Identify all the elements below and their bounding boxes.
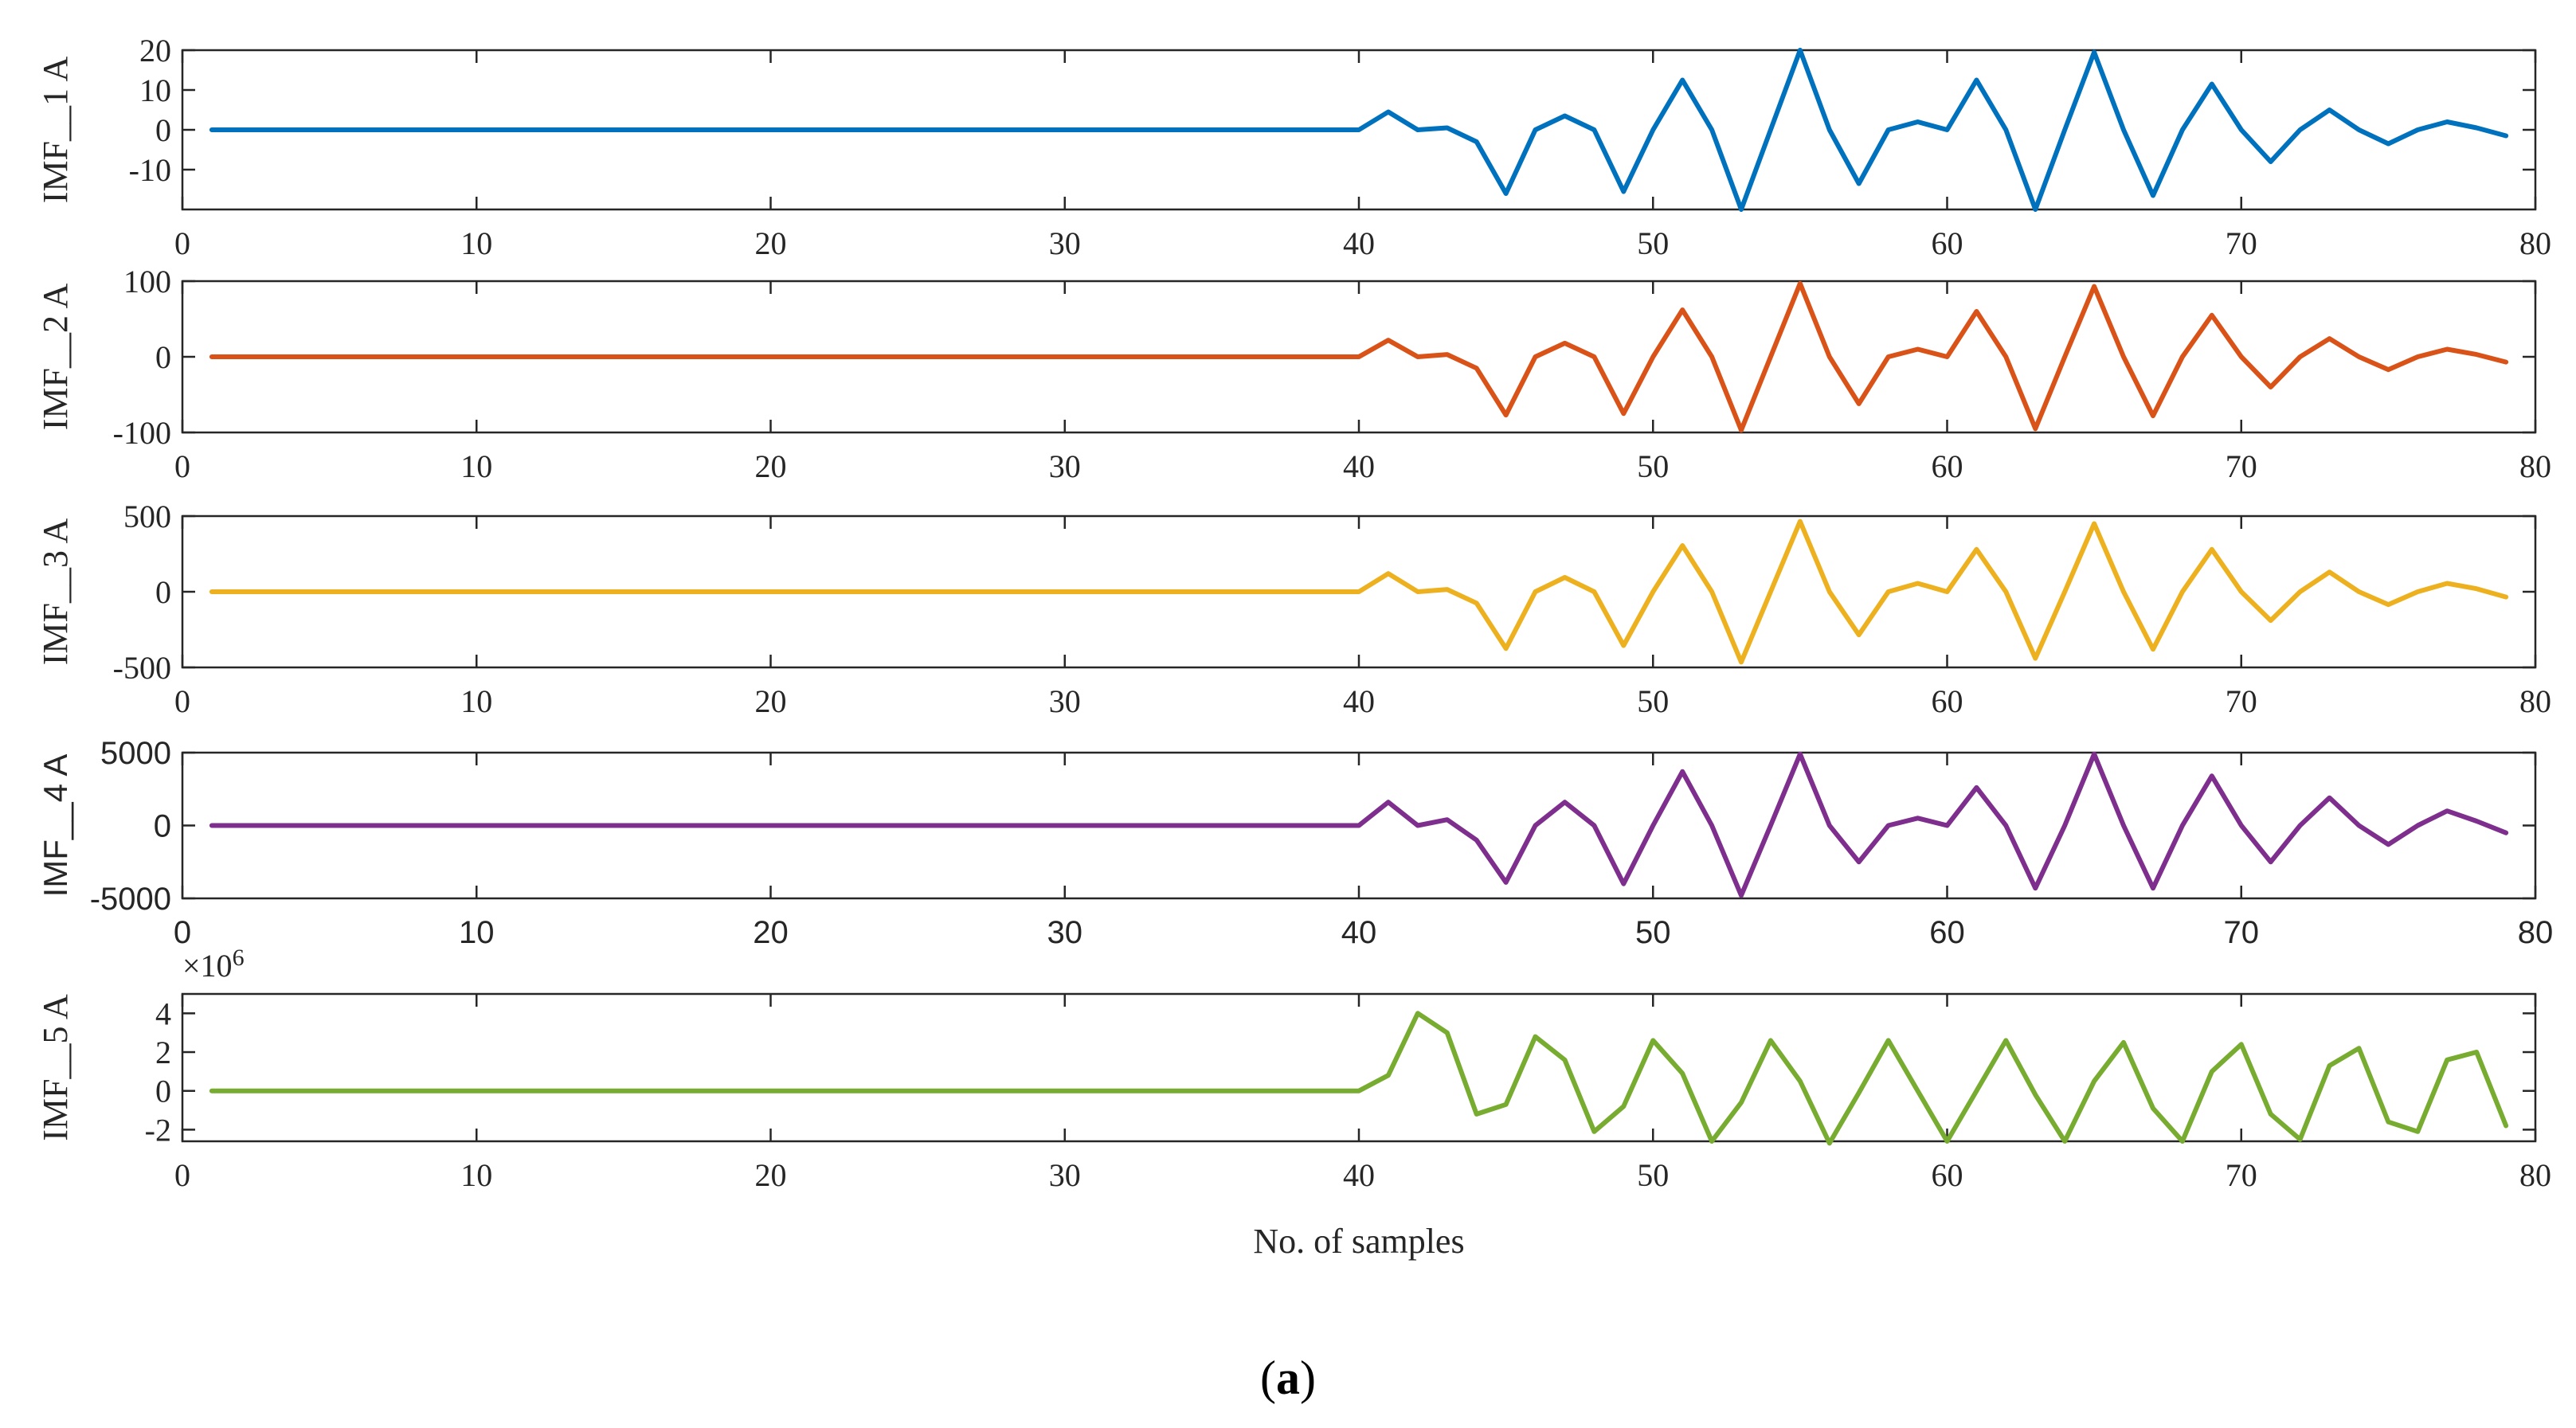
x-tick-label: 70 <box>2226 683 2257 719</box>
caption-letter: a <box>1276 1352 1300 1404</box>
x-tick-label: 60 <box>1932 225 1963 261</box>
x-tick-label: 40 <box>1343 683 1375 719</box>
x-tick-label: 50 <box>1635 915 1671 950</box>
subplot-1: 0 10 20 30 40 50 60 70 80 -10 0 10 20 IMF__1 A <box>36 33 2551 261</box>
y-tick-label: 0 <box>155 112 171 148</box>
x-tick-label: 70 <box>2226 448 2257 484</box>
y-tick-label: 500 <box>123 499 171 534</box>
y-axis-label: IMF__1 A <box>36 56 75 203</box>
y-tick-label: 10 <box>139 72 171 108</box>
x-tick-label: 10 <box>459 915 495 950</box>
y-tick-label: 2 <box>155 1035 171 1070</box>
x-tick-label: 30 <box>1049 1157 1081 1193</box>
x-tick-label: 40 <box>1343 1157 1375 1193</box>
x-tick-label: 80 <box>2519 448 2551 484</box>
x-tick-label: 0 <box>174 225 190 261</box>
x-tick-label: 30 <box>1049 683 1081 719</box>
x-tick-label: 20 <box>753 915 789 950</box>
x-tick-label: 0 <box>174 683 190 719</box>
x-tick-label: 80 <box>2519 1157 2551 1193</box>
caption-close-paren: ) <box>1300 1352 1316 1404</box>
x-tick-label: 60 <box>1932 448 1963 484</box>
x-tick-label: 10 <box>460 683 492 719</box>
y-tick-label: -10 <box>129 152 171 188</box>
x-tick-label: 60 <box>1932 683 1963 719</box>
x-tick-label: 20 <box>755 1157 787 1193</box>
data-series-line <box>209 280 2509 433</box>
y-tick-label: -500 <box>113 650 171 686</box>
y-tick-label: 100 <box>123 264 171 299</box>
data-series-line <box>209 751 2509 898</box>
x-tick-label: 50 <box>1637 683 1669 719</box>
x-tick-label: 80 <box>2519 683 2551 719</box>
y-exponent-label: ×106 <box>182 945 245 984</box>
x-tick-label: 70 <box>2226 1157 2257 1193</box>
x-tick-label: 30 <box>1049 225 1081 261</box>
y-tick-label: 0 <box>155 1074 171 1109</box>
x-tick-label: 10 <box>460 448 492 484</box>
y-axis-label: IMF__2 A <box>36 283 75 430</box>
x-tick-label: 0 <box>174 448 190 484</box>
x-tick-label: 0 <box>174 915 191 950</box>
y-tick-label: 20 <box>139 33 171 68</box>
x-tick-label: 0 <box>174 1157 190 1193</box>
x-tick-label: 20 <box>755 448 787 484</box>
data-series-line <box>209 48 2509 212</box>
x-tick-label: 30 <box>1047 915 1083 950</box>
subplot-5: 0 10 20 30 40 50 60 70 80 -20 2 4 IMF__5 A ×106 No. of… <box>36 945 2551 1261</box>
x-tick-label: 80 <box>2518 915 2554 950</box>
y-tick-label: 0 <box>154 809 171 844</box>
x-tick-label: 60 <box>1929 915 1965 950</box>
y-axis-label: IMF__3 A <box>36 518 75 665</box>
y-tick-label: -2 <box>145 1112 171 1148</box>
x-tick-label: 20 <box>755 225 787 261</box>
x-tick-label: 60 <box>1932 1157 1963 1193</box>
y-tick-label: 0 <box>155 339 171 375</box>
x-tick-label: 30 <box>1049 448 1081 484</box>
x-tick-label: 50 <box>1637 448 1669 484</box>
x-tick-label: 10 <box>460 1157 492 1193</box>
x-tick-label: 40 <box>1343 225 1375 261</box>
x-tick-label: 10 <box>460 225 492 261</box>
figure-caption: (a) <box>1260 1352 1316 1404</box>
x-tick-label: 50 <box>1637 1157 1669 1193</box>
x-tick-label: 40 <box>1343 448 1375 484</box>
data-series-line <box>209 518 2509 665</box>
y-tick-label: -5000 <box>90 882 171 917</box>
x-tick-label: 80 <box>2519 225 2551 261</box>
x-tick-label: 70 <box>2226 225 2257 261</box>
x-axis-label: No. of samples <box>1253 1222 1464 1261</box>
y-tick-label: -100 <box>113 415 171 451</box>
axes-box <box>181 992 2537 1143</box>
y-tick-label: 4 <box>155 996 171 1031</box>
y-tick-label: 0 <box>155 574 171 610</box>
x-tick-label: 40 <box>1341 915 1377 950</box>
y-axis-label: IMF__5 A <box>36 994 75 1141</box>
caption-open-paren: ( <box>1260 1352 1276 1404</box>
x-tick-label: 20 <box>755 683 787 719</box>
x-tick-label: 50 <box>1637 225 1669 261</box>
y-tick-label: 5000 <box>100 736 171 771</box>
y-axis-label: IMF__4 A <box>37 754 74 898</box>
data-series-line <box>209 1011 2509 1146</box>
x-tick-label: 70 <box>2224 915 2260 950</box>
